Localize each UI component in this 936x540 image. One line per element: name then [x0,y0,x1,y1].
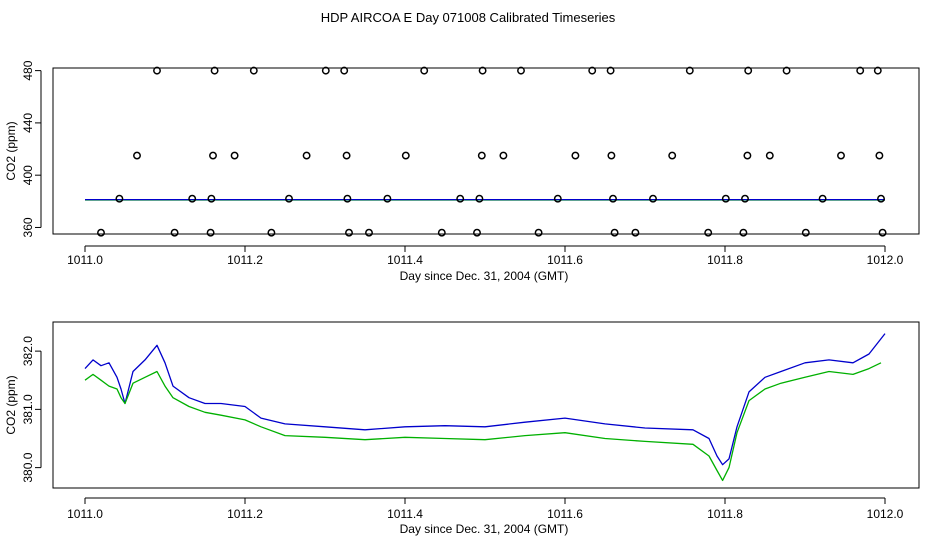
data-point [553,194,562,203]
data-point [741,194,749,203]
data-point [765,151,774,160]
data-point [342,151,351,160]
data-point [631,228,640,237]
data-point [343,194,352,203]
data-point [782,66,791,75]
x-tick-label: 1011.2 [227,507,263,521]
x-tick-label: 1011.6 [547,253,583,267]
y-tick-label: 440 [21,113,35,133]
x-tick-label: 1011.8 [707,507,743,521]
x-tick-label: 1012.0 [867,507,904,521]
data-point [383,194,392,203]
data-point [610,228,619,237]
x-tick-label: 1012.0 [867,253,904,267]
data-point [609,194,617,203]
data-point [420,66,429,75]
data-point [801,228,810,237]
data-point [209,151,217,160]
data-point [188,194,197,203]
data-point [818,194,827,203]
data-point [133,151,141,160]
y-tick-label: 360 [21,217,35,237]
data-point [743,151,752,160]
data-point [856,66,865,75]
data-point [285,194,293,203]
x-tick-label: 1011.2 [227,253,263,267]
bottom-panel-frame [52,321,920,489]
data-point [875,151,884,160]
top-panel-scatter: 1011.0 1011.2 1011.4 1011.6 1011.8 1012.0 360 4… [4,60,920,283]
data-point [401,151,410,160]
data-point [685,66,694,75]
data-point [873,66,882,75]
data-point [302,151,311,160]
data-point [153,66,161,75]
top-panel-frame [52,67,920,235]
data-point [721,194,730,203]
data-point [207,194,216,203]
data-point [606,66,615,75]
bottom-x-axis-title: Day since Dec. 31, 2004 (GMT) [400,522,569,536]
top-panel-axes: 1011.0 1011.2 1011.4 1011.6 1011.8 1012.0 360 4… [21,60,904,267]
top-panel-marks [85,66,887,237]
data-point [97,228,105,237]
data-point [475,194,484,203]
y-tick-label: 382.0 [21,336,35,366]
data-point [230,151,239,160]
data-point [739,228,748,237]
x-tick-label: 1011.0 [67,253,103,267]
figure-title: HDP AIRCOA E Day 071008 Calibrated Times… [321,10,616,25]
data-point [321,66,330,75]
data-point [477,151,486,160]
data-point [456,194,465,203]
data-point [649,194,657,203]
data-point [517,66,525,75]
data-point [267,228,276,237]
data-point [534,228,543,237]
data-point [588,66,597,75]
data-point [499,151,508,160]
data-point [115,194,124,203]
y-tick-label: 380.0 [21,452,35,482]
y-tick-label: 480 [21,60,35,80]
x-tick-label: 1011.0 [67,507,103,521]
top-x-axis-title: Day since Dec. 31, 2004 (GMT) [400,269,569,283]
x-tick-label: 1011.8 [707,253,743,267]
data-point [437,228,446,237]
data-point [170,228,179,237]
data-point [744,66,753,75]
data-point [878,228,887,237]
series-line [84,362,882,482]
x-tick-label: 1011.4 [387,507,423,521]
data-point [345,228,353,237]
y-tick-label: 400 [21,165,35,185]
data-point [704,228,713,237]
data-point [571,151,580,160]
bottom-y-axis-title: CO2 (ppm) [4,375,18,434]
y-tick-label: 381.0 [21,394,35,424]
data-point [210,66,219,75]
data-point [478,66,487,75]
data-point [877,194,885,203]
x-tick-label: 1011.4 [387,253,423,267]
x-tick-label: 1011.6 [547,507,583,521]
data-point [473,228,481,237]
series-line [84,333,886,466]
data-point [249,66,258,75]
data-point [365,228,373,237]
top-y-axis-title: CO2 (ppm) [4,121,18,180]
bottom-panel-marks [84,333,886,482]
data-point [206,228,215,237]
data-point [668,151,677,160]
data-point [340,66,349,75]
data-point [837,151,845,160]
data-point [607,151,616,160]
bottom-panel-line: 1011.0 1011.2 1011.4 1011.6 1011.8 1012.0 380.… [4,321,920,536]
bottom-panel-axes: 1011.0 1011.2 1011.4 1011.6 1011.8 1012.0 380.… [21,336,904,521]
